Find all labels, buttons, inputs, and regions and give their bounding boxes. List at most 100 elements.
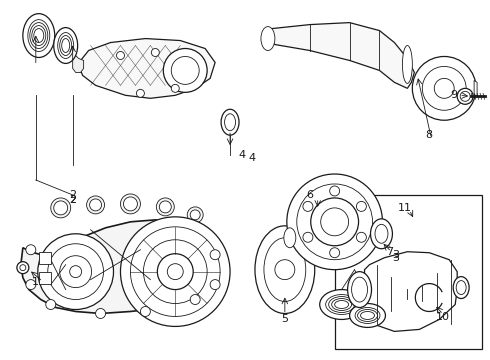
Circle shape <box>163 49 207 92</box>
Text: 6: 6 <box>306 190 313 200</box>
Circle shape <box>121 194 141 214</box>
Ellipse shape <box>332 298 352 310</box>
Ellipse shape <box>224 114 236 131</box>
Ellipse shape <box>370 219 392 249</box>
Ellipse shape <box>32 26 46 45</box>
Ellipse shape <box>347 272 371 307</box>
Circle shape <box>297 184 372 260</box>
Ellipse shape <box>326 294 358 315</box>
Circle shape <box>321 208 348 236</box>
Polygon shape <box>39 252 51 264</box>
Circle shape <box>121 217 230 327</box>
Ellipse shape <box>456 280 466 294</box>
Circle shape <box>167 264 183 280</box>
Text: 2: 2 <box>69 190 76 200</box>
Ellipse shape <box>335 301 348 309</box>
Circle shape <box>70 266 82 278</box>
Text: 1: 1 <box>32 276 39 287</box>
Ellipse shape <box>58 32 74 58</box>
Ellipse shape <box>284 228 296 248</box>
Text: 2: 2 <box>69 195 76 205</box>
Circle shape <box>51 198 71 218</box>
Polygon shape <box>265 23 415 88</box>
Ellipse shape <box>349 303 386 328</box>
Circle shape <box>90 199 101 211</box>
Circle shape <box>187 207 203 223</box>
Circle shape <box>156 198 174 216</box>
Circle shape <box>330 186 340 196</box>
Circle shape <box>287 174 383 270</box>
Ellipse shape <box>255 226 315 314</box>
Circle shape <box>159 201 171 213</box>
Text: 3: 3 <box>392 253 399 263</box>
Circle shape <box>356 201 367 211</box>
Circle shape <box>60 256 92 288</box>
Circle shape <box>422 67 466 110</box>
Circle shape <box>26 280 36 289</box>
Circle shape <box>141 306 150 316</box>
Polygon shape <box>39 272 51 284</box>
Ellipse shape <box>62 39 70 53</box>
Ellipse shape <box>358 310 377 321</box>
Circle shape <box>172 57 199 84</box>
Text: 2: 2 <box>69 195 76 205</box>
Circle shape <box>303 232 313 242</box>
Polygon shape <box>73 55 84 72</box>
Circle shape <box>157 254 193 289</box>
Circle shape <box>20 265 26 271</box>
Circle shape <box>311 198 359 246</box>
Text: 5: 5 <box>281 314 288 324</box>
Circle shape <box>190 210 200 220</box>
Circle shape <box>434 78 454 98</box>
Circle shape <box>275 260 295 280</box>
Circle shape <box>144 240 207 303</box>
Bar <box>335 195 482 349</box>
Circle shape <box>38 234 114 310</box>
Circle shape <box>117 51 124 59</box>
Text: 10: 10 <box>436 312 450 323</box>
Ellipse shape <box>453 276 469 298</box>
Circle shape <box>123 197 137 211</box>
Ellipse shape <box>352 277 368 302</box>
Ellipse shape <box>30 23 48 49</box>
Circle shape <box>54 201 68 215</box>
Ellipse shape <box>355 307 380 323</box>
Circle shape <box>17 262 29 274</box>
Ellipse shape <box>261 27 275 50</box>
Ellipse shape <box>375 224 388 243</box>
Text: 4: 4 <box>239 150 245 160</box>
Polygon shape <box>365 252 457 332</box>
Ellipse shape <box>319 289 364 319</box>
Ellipse shape <box>221 109 239 135</box>
Text: 9: 9 <box>451 90 458 100</box>
Text: 11: 11 <box>397 203 412 213</box>
Ellipse shape <box>60 36 72 55</box>
Circle shape <box>136 89 145 97</box>
Circle shape <box>457 88 473 104</box>
Polygon shape <box>290 232 338 244</box>
Circle shape <box>210 280 220 289</box>
Circle shape <box>46 300 56 310</box>
Circle shape <box>210 250 220 260</box>
Ellipse shape <box>402 45 413 84</box>
Ellipse shape <box>264 238 306 302</box>
Circle shape <box>330 248 340 258</box>
Circle shape <box>26 245 36 255</box>
Circle shape <box>130 227 220 316</box>
Polygon shape <box>78 39 215 98</box>
Circle shape <box>190 294 200 305</box>
Polygon shape <box>21 220 218 314</box>
Ellipse shape <box>54 28 77 63</box>
Text: 8: 8 <box>426 130 433 140</box>
Circle shape <box>151 49 159 57</box>
Text: 7: 7 <box>386 247 393 257</box>
Ellipse shape <box>329 297 355 312</box>
Circle shape <box>87 196 104 214</box>
Circle shape <box>303 201 313 211</box>
Ellipse shape <box>34 28 44 42</box>
Circle shape <box>460 91 470 101</box>
Circle shape <box>172 84 179 92</box>
Circle shape <box>356 232 367 242</box>
Ellipse shape <box>361 311 374 319</box>
Circle shape <box>96 309 105 319</box>
